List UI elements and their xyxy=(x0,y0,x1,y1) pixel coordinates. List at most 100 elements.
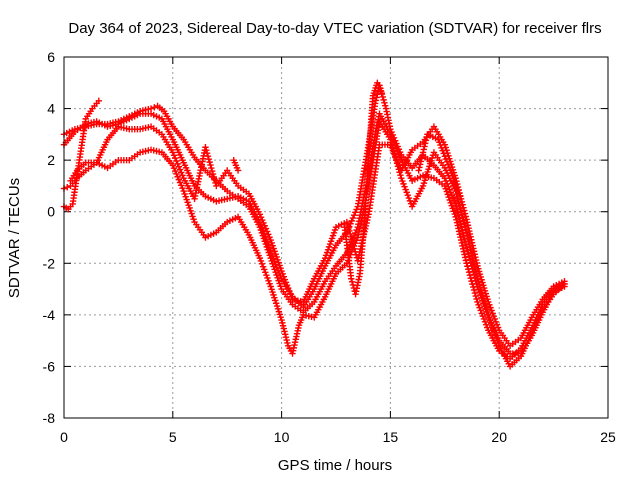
data-point xyxy=(417,158,425,165)
y-tick-labels: -8 -6 -4 -2 0 2 4 6 xyxy=(43,49,56,426)
data-series xyxy=(60,79,568,370)
data-point xyxy=(267,249,274,257)
data-point xyxy=(388,144,395,151)
data-point xyxy=(207,161,214,169)
data-point xyxy=(459,201,466,208)
data-point xyxy=(419,149,427,156)
data-point xyxy=(176,166,184,173)
data-point xyxy=(453,203,460,211)
data-point xyxy=(473,295,480,303)
x-tick-label: 20 xyxy=(491,429,507,445)
data-point xyxy=(174,160,181,168)
data-point xyxy=(489,310,496,317)
data-point xyxy=(262,269,269,276)
x-axis-title: GPS time / hours xyxy=(278,457,392,474)
data-point xyxy=(169,162,176,169)
data-point xyxy=(446,186,453,193)
data-point xyxy=(279,270,286,278)
data-point xyxy=(179,185,186,192)
data-point xyxy=(462,241,470,249)
data-point xyxy=(460,232,467,240)
data-point xyxy=(561,278,568,285)
data-point xyxy=(257,257,265,265)
series-arc-3 xyxy=(67,118,568,370)
data-point xyxy=(278,316,285,324)
data-point xyxy=(263,228,271,235)
data-point xyxy=(458,224,465,231)
data-point xyxy=(402,186,409,193)
data-point xyxy=(447,189,455,196)
y-tick-label: -8 xyxy=(43,410,56,426)
data-point xyxy=(174,173,181,180)
data-point xyxy=(453,206,461,214)
data-point xyxy=(461,238,469,246)
data-point xyxy=(259,216,266,224)
data-point xyxy=(204,152,212,160)
data-point xyxy=(178,182,185,189)
data-point xyxy=(450,175,457,183)
data-point xyxy=(179,172,186,179)
data-point xyxy=(205,155,212,163)
data-point xyxy=(353,206,360,213)
data-point xyxy=(151,104,158,111)
data-point xyxy=(451,178,458,185)
data-point xyxy=(170,164,178,172)
data-point xyxy=(256,211,264,218)
data-point xyxy=(388,128,395,136)
data-point xyxy=(256,254,264,262)
data-point xyxy=(454,196,462,204)
data-point xyxy=(269,255,277,262)
data-point xyxy=(485,298,492,306)
x-tick-label: 10 xyxy=(274,429,290,445)
data-point xyxy=(259,263,267,270)
data-point xyxy=(266,280,273,287)
data-point xyxy=(202,144,209,151)
data-point xyxy=(404,192,412,199)
data-point xyxy=(420,146,427,153)
data-point xyxy=(389,147,397,154)
data-point xyxy=(390,134,398,141)
data-point xyxy=(494,324,502,331)
data-point xyxy=(462,213,469,220)
data-point xyxy=(287,290,294,297)
data-point xyxy=(278,267,285,275)
data-point xyxy=(280,273,287,280)
data-point xyxy=(455,199,462,207)
plot-frame xyxy=(63,56,609,419)
data-point xyxy=(455,212,462,219)
data-point xyxy=(346,227,353,235)
data-point xyxy=(393,140,400,147)
data-point xyxy=(487,304,494,311)
data-point xyxy=(392,137,399,144)
data-point xyxy=(456,202,463,210)
data-point xyxy=(381,99,388,106)
data-point xyxy=(461,235,468,243)
data-point xyxy=(399,177,406,185)
data-point xyxy=(457,208,465,215)
data-point xyxy=(348,217,355,225)
data-point xyxy=(456,218,464,225)
y-tick-label: 2 xyxy=(47,152,55,168)
data-point xyxy=(280,325,287,332)
data-point xyxy=(379,93,386,101)
data-point xyxy=(491,315,499,323)
series-arc-5 xyxy=(60,79,464,298)
data-point xyxy=(348,236,356,244)
data-point xyxy=(279,322,287,329)
x-tick-label: 25 xyxy=(600,429,616,445)
y-tick-label: 6 xyxy=(47,49,55,65)
data-point xyxy=(373,94,380,101)
data-point xyxy=(265,231,272,238)
data-point xyxy=(345,224,352,232)
y-axis-title: SDTVAR / TECUs xyxy=(6,178,23,298)
data-point xyxy=(470,286,478,294)
data-point xyxy=(170,152,178,159)
data-point xyxy=(450,195,457,202)
data-point xyxy=(461,223,469,230)
data-point xyxy=(488,307,495,314)
y-tick-label: -6 xyxy=(43,358,56,374)
data-point xyxy=(477,307,484,314)
data-point xyxy=(398,174,405,182)
data-point xyxy=(279,319,286,327)
